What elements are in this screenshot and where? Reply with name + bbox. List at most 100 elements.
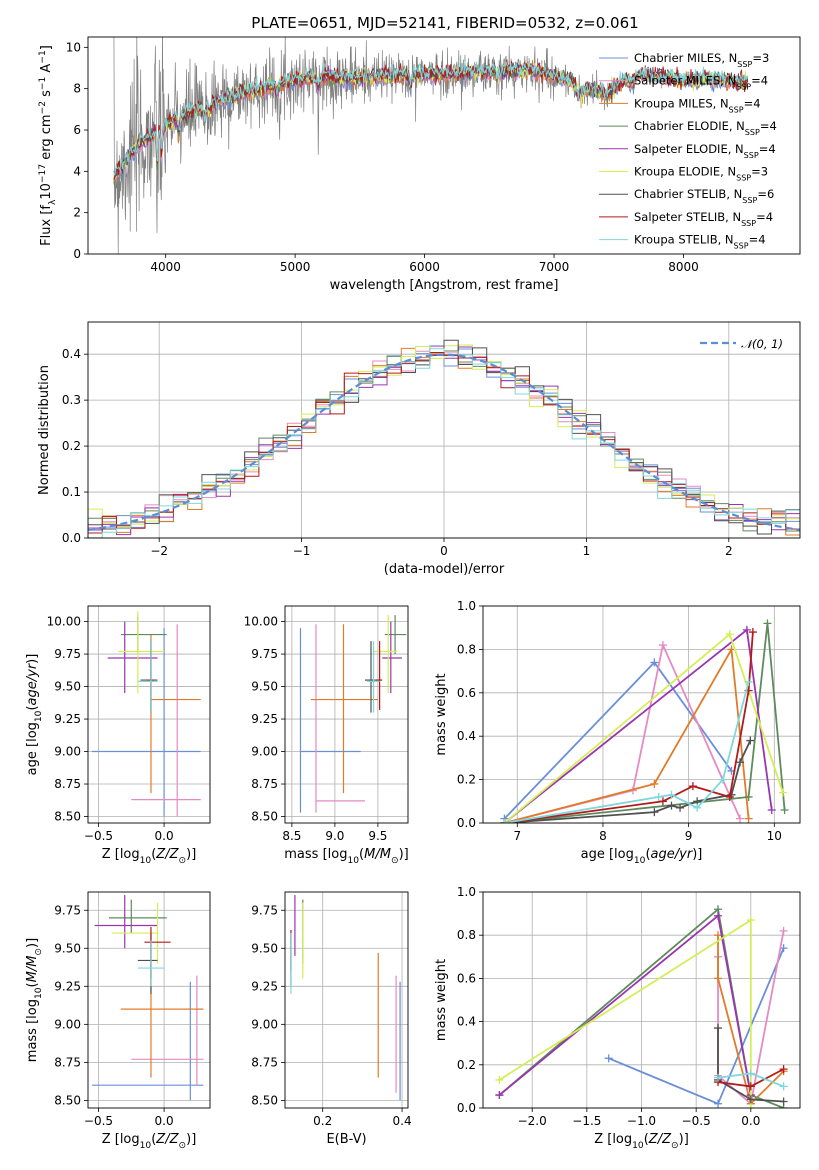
weight-marker	[767, 805, 776, 814]
y-tick-label: 9.00	[251, 745, 278, 759]
axes-frame	[482, 605, 801, 824]
y-tick-label: 8.50	[54, 1093, 81, 1107]
model-spectrum-line	[113, 61, 749, 176]
weight-marker	[718, 775, 727, 784]
legend-label: Chabrier ELODIE, NSSP=4	[634, 119, 777, 137]
x-tick-label: 8.5	[282, 829, 301, 843]
legend-label: Salpeter MILES, NSSP=4	[634, 74, 768, 92]
y-tick-label: 0.8	[457, 642, 476, 656]
weight-marker	[667, 801, 676, 810]
x-tick-label: 6000	[409, 260, 440, 274]
plot-area	[290, 895, 401, 1101]
y-tick-label: 8.75	[251, 777, 278, 791]
weight-marker	[725, 630, 734, 639]
errorbar-point	[382, 621, 402, 694]
y-tick-label: 0.0	[457, 816, 476, 830]
plot-area	[500, 619, 789, 823]
weight-line	[504, 681, 750, 823]
errorbar-point	[107, 621, 158, 694]
plot-area	[495, 905, 788, 1108]
errorbar-point	[150, 634, 201, 794]
x-tick-label: 0.0	[741, 1114, 760, 1128]
x-axis-label: E(B-V)	[326, 1132, 366, 1147]
weight-marker	[667, 790, 676, 799]
axes-frame	[87, 321, 801, 539]
weight-marker	[779, 1082, 788, 1091]
errorbar-point	[137, 641, 158, 713]
y-axis-label: mass [log10(M/M⊙)]	[25, 938, 44, 1062]
errorbar-point	[366, 641, 380, 713]
x-tick-label: 7000	[539, 260, 570, 274]
axes-frame	[482, 891, 801, 1109]
errorbar-point	[315, 624, 365, 813]
legend-label: Chabrier MILES, NSSP=3	[634, 51, 769, 69]
x-axis-label: (data-model)/error	[384, 562, 505, 577]
panel-age_vs_mass: 8.5 9.0 9.5 8.50 8.75 9.00 9.25 9.50 9.75 10.00 ma…	[244, 605, 409, 866]
weight-marker	[650, 808, 659, 817]
weight-marker	[746, 1104, 755, 1108]
legend-label: Kroupa STELIB, NSSP=4	[634, 233, 766, 251]
residual-histogram	[88, 352, 800, 534]
weight-marker	[736, 814, 745, 823]
y-tick-label: 9.25	[251, 979, 278, 993]
y-tick-label: 0.4	[457, 1015, 476, 1029]
y-tick-label: 9.50	[251, 941, 278, 955]
y-tick-label: 9.75	[251, 903, 278, 917]
y-tick-label: 0.8	[457, 928, 476, 942]
panel-mass_vs_ebv: 0.2 0.4 8.50 8.75 9.00 9.25 9.50 9.75 E(B-V)	[251, 891, 412, 1147]
y-tick-label: 9.00	[251, 1017, 278, 1031]
plot-area	[91, 611, 201, 817]
axes-frame	[284, 891, 409, 1109]
y-tick-label: 0.6	[457, 971, 476, 985]
weight-marker	[714, 1099, 723, 1108]
y-tick-label: 1.0	[457, 885, 476, 899]
y-axis-label: mass weight	[434, 673, 449, 755]
errorbar-point	[120, 940, 204, 1078]
x-tick-label: 8000	[668, 260, 699, 274]
errorbar-point	[131, 975, 204, 1086]
x-tick-label: 0.4	[393, 1114, 412, 1128]
weight-marker	[736, 758, 745, 767]
x-tick-label: 1	[583, 544, 591, 558]
y-tick-label: 0.3	[62, 393, 81, 407]
model-spectrum-line	[113, 59, 749, 181]
y-tick-label: 9.50	[54, 941, 81, 955]
weight-marker	[604, 1054, 613, 1063]
x-tick-label: 0.0	[155, 829, 174, 843]
data-spectrum-line	[113, 37, 609, 254]
plot-area	[113, 37, 749, 254]
x-tick-label: −2.0	[518, 1114, 547, 1128]
y-tick-label: 0.0	[457, 1101, 476, 1115]
weight-marker	[744, 792, 753, 801]
weight-marker	[500, 819, 509, 823]
weight-marker	[780, 805, 789, 814]
weight-marker	[746, 736, 755, 745]
weight-marker	[746, 1095, 755, 1104]
errorbar-point	[364, 641, 378, 713]
weight-marker	[650, 779, 659, 788]
legend-label: 𝒩(0, 1)	[741, 337, 783, 351]
y-tick-label: 9.75	[251, 647, 278, 661]
axes-frame	[87, 605, 211, 824]
x-tick-label: −2	[150, 544, 168, 558]
x-tick-label: 0.2	[313, 1114, 332, 1128]
weight-marker	[742, 625, 751, 634]
errorbar-point	[137, 940, 165, 987]
legend-label: Salpeter STELIB, NSSP=4	[634, 210, 773, 228]
errorbar-point	[91, 981, 204, 1101]
y-tick-label: 8	[73, 82, 81, 96]
weight-marker	[676, 803, 685, 812]
x-tick-label: 7	[513, 829, 521, 843]
legend-label: Chabrier STELIB, NSSP=6	[634, 187, 774, 205]
x-tick-label: 4000	[150, 260, 181, 274]
x-axis-label: wavelength [Angstrom, rest frame]	[330, 278, 559, 293]
errorbar-point	[373, 615, 397, 694]
weight-marker	[658, 641, 667, 650]
weight-marker	[714, 1073, 723, 1082]
x-tick-label: 9	[685, 829, 693, 843]
y-axis-label: age [log10(age/yr)]	[25, 654, 44, 776]
weight-marker	[495, 1091, 504, 1100]
errorbar-point	[131, 624, 201, 817]
weight-marker	[688, 782, 697, 791]
